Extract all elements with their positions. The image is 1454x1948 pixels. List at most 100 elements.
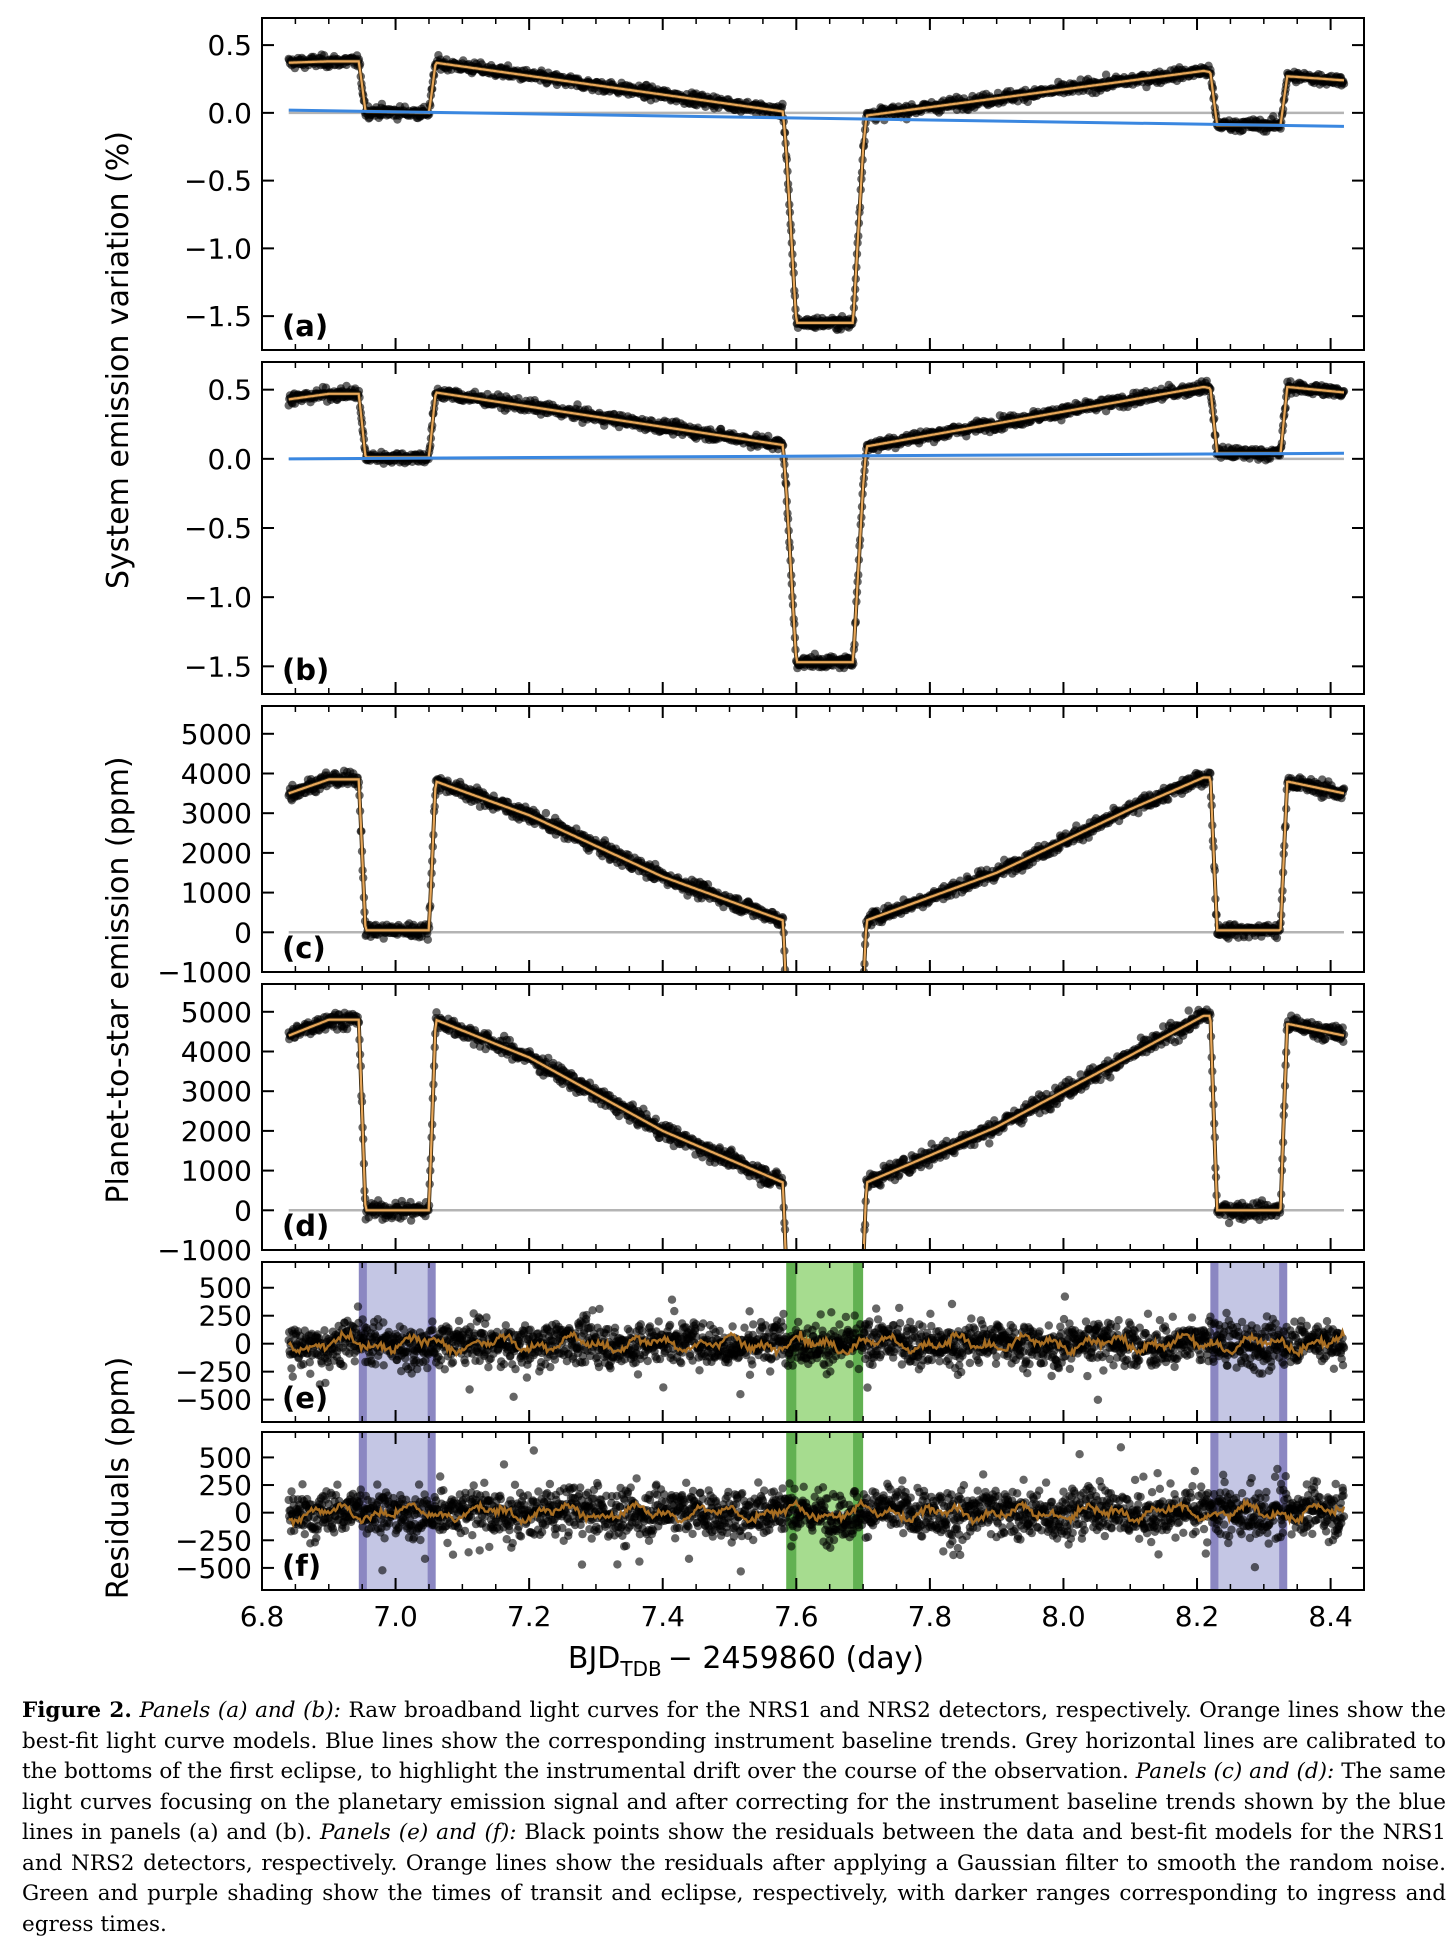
data-point <box>822 989 830 997</box>
panels: 0.50.0−0.5−1.0−1.5 (a)0.50.0−0.5−1.0−1.5(… <box>157 17 1365 1633</box>
light-curve-figure: 0.50.0−0.5−1.0−1.5 (a)0.50.0−0.5−1.0−1.5(… <box>101 17 1365 1681</box>
data-point <box>801 985 809 993</box>
data-point <box>802 988 810 996</box>
data-point <box>855 984 863 992</box>
data-point <box>806 989 814 997</box>
data-point <box>842 988 850 996</box>
data-point <box>822 992 830 1000</box>
data-point <box>809 992 817 1000</box>
panel-frame <box>261 361 1365 695</box>
data-point <box>811 988 819 996</box>
data-point <box>837 987 845 995</box>
data-point <box>832 984 840 992</box>
data-point <box>812 986 820 994</box>
data-point <box>797 988 805 996</box>
data-point <box>835 993 843 1001</box>
data-point <box>423 935 432 944</box>
data-point <box>786 986 794 994</box>
data-point <box>786 988 794 996</box>
data-point <box>855 991 863 999</box>
data-point <box>812 988 820 996</box>
data-point <box>798 986 806 994</box>
data-point <box>856 992 864 1000</box>
y-tick-label: 0.5 <box>207 374 252 407</box>
model-line-shadow <box>288 384 1345 665</box>
panel-b: 0.50.0−0.5−1.0−1.5 (b) <box>184 361 1365 695</box>
data-point <box>851 989 859 997</box>
data-point <box>778 99 787 109</box>
data-point <box>841 986 849 994</box>
data-point <box>848 993 856 1001</box>
y-tick-label: −1.0 <box>184 581 252 614</box>
data-point <box>799 986 807 994</box>
data-point <box>818 988 826 996</box>
data-point <box>782 987 790 995</box>
data-point <box>847 994 855 1002</box>
data-point <box>785 992 793 1000</box>
data-point <box>823 990 831 998</box>
data-point <box>798 989 806 997</box>
data-point <box>796 989 804 997</box>
data-point <box>840 990 848 998</box>
data-point <box>835 985 843 993</box>
data-point <box>791 993 799 1001</box>
data-point <box>827 987 835 995</box>
data-point <box>817 987 825 995</box>
data-point <box>816 991 824 999</box>
data-point <box>807 991 815 999</box>
y-ticks: 0.50.0−0.5−1.0−1.5 <box>184 29 1364 333</box>
data-point <box>831 987 839 995</box>
data-point <box>849 995 857 1003</box>
data-point <box>541 808 551 818</box>
y-tick-label: 0.0 <box>207 443 252 476</box>
data-point <box>803 986 811 994</box>
data-point <box>824 991 832 999</box>
data-point <box>783 987 791 995</box>
data-point <box>784 990 792 998</box>
data-point <box>839 988 847 996</box>
data-point <box>843 991 851 999</box>
data-point <box>834 995 842 1003</box>
model-line <box>288 385 1345 664</box>
data-point <box>811 994 819 1002</box>
data-point <box>809 987 817 995</box>
data-point <box>829 989 837 997</box>
data-point <box>808 988 816 996</box>
data-point <box>834 982 842 990</box>
data-point <box>849 989 857 997</box>
data-point <box>850 987 858 995</box>
data-point <box>503 61 513 70</box>
data-point <box>837 995 845 1003</box>
data-point <box>847 990 855 998</box>
y-tick-label: −0.5 <box>184 512 252 545</box>
data-points <box>284 50 1349 335</box>
data-point <box>814 985 822 993</box>
data-point <box>816 990 824 998</box>
data-point <box>821 990 829 998</box>
data-point <box>858 985 866 993</box>
data-points <box>284 766 1349 1003</box>
data-point <box>846 985 854 993</box>
data-point <box>804 990 812 998</box>
data-point <box>810 986 818 994</box>
data-point <box>813 982 821 990</box>
data-point <box>840 987 848 995</box>
data-point <box>829 988 837 996</box>
baseline-trend-line <box>288 108 1344 128</box>
data-point <box>853 989 861 997</box>
data-point <box>833 986 841 994</box>
y-tick-label: −1.0 <box>184 232 252 265</box>
data-point <box>514 394 523 403</box>
y-tick-label: −1.5 <box>184 650 252 683</box>
model-line-shadow <box>288 59 1345 325</box>
data-point <box>838 984 846 992</box>
data-point <box>817 984 825 992</box>
data-point <box>845 990 853 998</box>
data-point <box>793 988 801 996</box>
data-point <box>781 972 789 980</box>
data-point <box>819 985 827 993</box>
data-point <box>794 991 802 999</box>
data-point <box>801 986 809 994</box>
data-points <box>284 376 1349 673</box>
